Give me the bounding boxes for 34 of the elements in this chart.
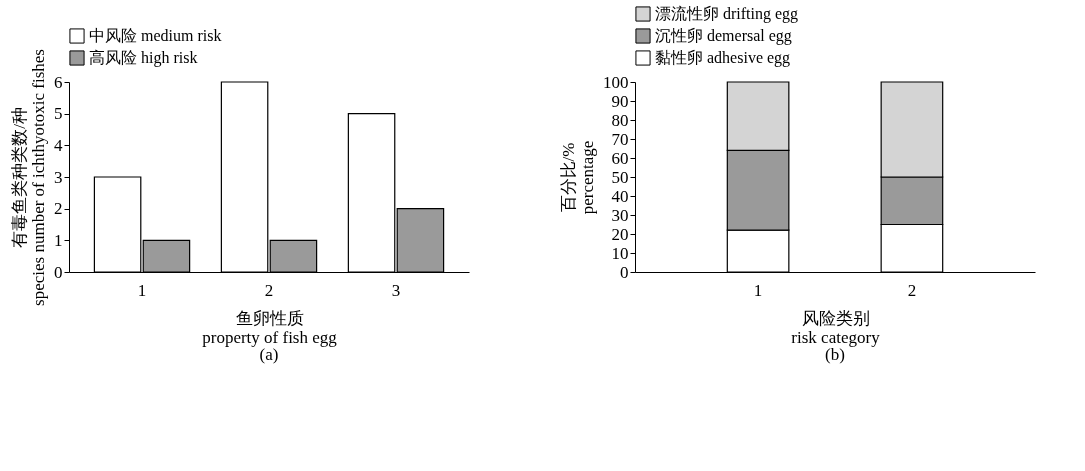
legend-label: 漂流性卵 drifting egg: [655, 5, 799, 23]
y-tick-label: 4: [54, 135, 63, 155]
x-tick-label: 1: [753, 280, 763, 300]
y-tick-label: 5: [54, 104, 63, 124]
legend-label: 沉性卵 demersal egg: [655, 27, 792, 45]
y-tick-label: 3: [54, 167, 63, 187]
y-tick-label: 2: [54, 199, 63, 219]
y-tick-label: 60: [611, 148, 629, 168]
text: (b): [825, 344, 845, 364]
y-tick-label: 50: [611, 167, 629, 187]
y-tick-label: 30: [611, 205, 629, 225]
legend-label: 高风险 high risk: [89, 49, 198, 67]
y-tick-label: 0: [620, 262, 629, 282]
y-tick-label: 20: [611, 224, 629, 244]
y-tick-label: 80: [611, 110, 629, 130]
y-tick-label: 40: [611, 186, 629, 206]
y-axis-title: 有毒鱼类种类数/种 species number of ichthyotoxic fishes: [10, 49, 48, 306]
x-tick-label: 1: [137, 280, 147, 300]
y-tick-label: 0: [54, 262, 63, 282]
x-tick-label: 2: [264, 280, 274, 300]
x-axis-title: 风险类别 risk category: [791, 308, 881, 347]
y-axis-title: 百分比/% percentage: [559, 140, 597, 215]
y-tick-label: 6: [54, 72, 63, 92]
y-tick-label: 100: [603, 72, 629, 92]
y-tick-label: 90: [611, 91, 629, 111]
legend-label: 黏性卵 adhesive egg: [655, 49, 791, 67]
legend-label: 中风险 medium risk: [89, 27, 222, 44]
x-tick-label: 3: [391, 280, 401, 300]
text: (a): [259, 344, 279, 364]
x-tick-label: 2: [907, 280, 917, 300]
x-axis-title: 鱼卵性质 property of fish egg: [202, 308, 338, 347]
y-tick-label: 1: [54, 230, 63, 250]
y-tick-label: 10: [611, 243, 629, 263]
y-tick-label: 70: [611, 129, 629, 149]
